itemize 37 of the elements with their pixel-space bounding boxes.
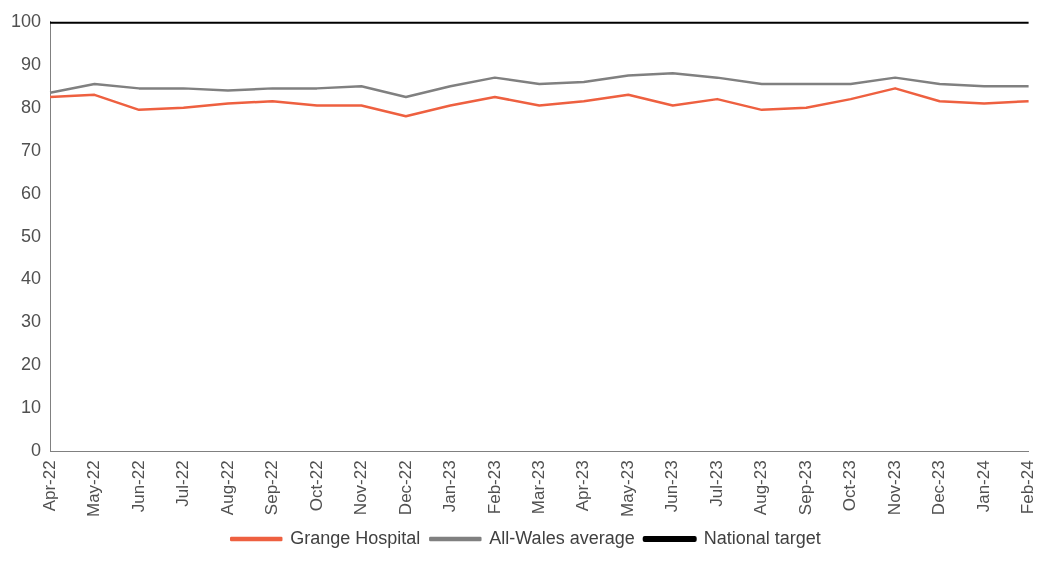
- x-tick-label: Aug-23: [751, 460, 771, 516]
- y-tick-label: 80: [21, 96, 42, 117]
- x-tick-label: Mar-23: [529, 460, 548, 515]
- legend-label: All-Wales average: [489, 527, 635, 548]
- x-tick-label: Jun-22: [128, 460, 148, 513]
- y-tick-label: 60: [21, 182, 42, 203]
- legend-label: National target: [703, 527, 821, 548]
- x-tick-label: Jul-23: [706, 460, 726, 507]
- x-tick-label: Sep-23: [795, 460, 815, 516]
- x-tick-label: Jan-23: [440, 460, 460, 513]
- y-tick-label: 50: [21, 225, 42, 246]
- y-tick-label: 30: [21, 311, 42, 332]
- y-tick-label: 70: [21, 139, 42, 160]
- x-tick-label: Aug-22: [217, 460, 237, 516]
- x-tick-label: Jan-24: [973, 460, 993, 513]
- y-tick-label: 90: [21, 53, 42, 74]
- y-tick-label: 20: [21, 354, 42, 375]
- x-tick-label: Feb-24: [1018, 460, 1038, 515]
- x-tick-label: Nov-23: [884, 460, 904, 516]
- y-tick-label: 10: [21, 397, 42, 418]
- x-tick-label: Oct-23: [840, 460, 860, 512]
- x-tick-label: Oct-22: [306, 460, 326, 512]
- x-tick-label: Jul-22: [173, 460, 193, 507]
- x-tick-label: Apr-22: [39, 460, 59, 512]
- x-tick-label: Apr-23: [573, 460, 593, 512]
- legend-label: Grange Hospital: [290, 527, 421, 548]
- x-tick-label: Nov-22: [351, 460, 371, 516]
- x-tick-label: Dec-22: [395, 460, 415, 516]
- x-tick-label: May-22: [84, 460, 104, 517]
- x-tick-label: May-23: [617, 460, 637, 517]
- x-tick-label: Dec-23: [929, 460, 949, 516]
- y-tick-label: 100: [10, 10, 42, 31]
- x-tick-label: Sep-22: [262, 460, 282, 516]
- x-tick-label: Jun-23: [662, 460, 682, 513]
- x-tick-label: Feb-23: [484, 460, 504, 515]
- y-tick-label: 0: [31, 440, 42, 461]
- y-tick-label: 40: [21, 268, 42, 289]
